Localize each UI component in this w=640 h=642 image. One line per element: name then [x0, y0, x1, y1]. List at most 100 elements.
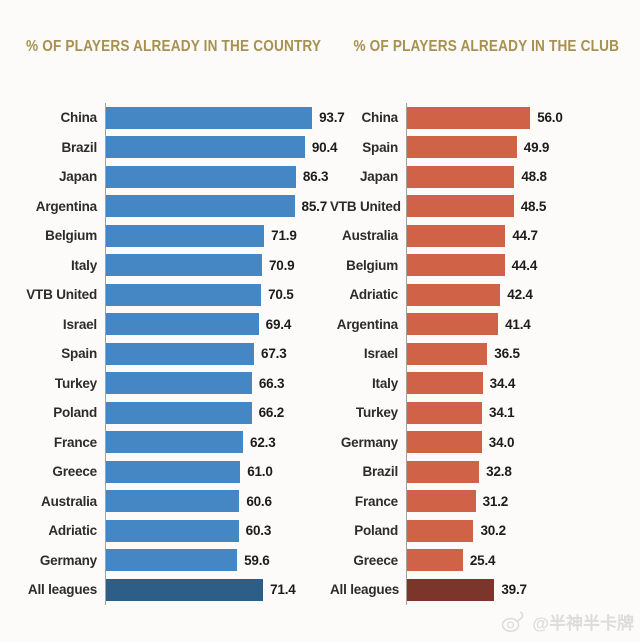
bar-track: 66.2 — [105, 398, 340, 428]
row-label: Spain — [61, 346, 97, 362]
bar-track: 69.4 — [105, 309, 340, 339]
bar-track: 36.5 — [406, 339, 640, 369]
bar-track: 44.4 — [406, 250, 640, 280]
value-label: 59.6 — [244, 552, 270, 568]
country-chart-title-text: % OF PLAYERS ALREADY IN THE COUNTRY — [26, 38, 322, 55]
row-label: All leagues — [27, 582, 97, 598]
bar-track: 39.7 — [406, 575, 640, 605]
bar — [407, 519, 474, 542]
value-label: 69.4 — [265, 316, 292, 332]
bar — [407, 431, 482, 454]
row-label: Germany — [39, 552, 97, 568]
value-label: 60.6 — [246, 493, 272, 509]
bar-row: Spain 49.9 — [330, 132, 640, 162]
bar-row: Japan 86.3 — [0, 162, 340, 192]
value-label: 34.4 — [489, 375, 516, 391]
bar-row: France 62.3 — [0, 427, 340, 457]
row-label: Australia — [342, 228, 398, 244]
value-label: 42.4 — [507, 287, 533, 303]
bar — [106, 254, 262, 277]
value-label: 71.4 — [270, 582, 296, 598]
row-label: VTB United — [26, 287, 97, 303]
watermark: @半神半卡牌 — [500, 609, 634, 634]
bar-row: China 93.7 — [0, 103, 345, 133]
bar-row: Greece 25.4 — [330, 545, 640, 575]
bar-row: Germany 34.0 — [330, 427, 640, 457]
bar-track: 56.0 — [406, 103, 640, 133]
value-label: 93.7 — [319, 110, 345, 126]
value-label: 41.4 — [505, 316, 531, 332]
bar — [407, 106, 531, 129]
bar-row: Israel 69.4 — [0, 309, 340, 339]
value-label: 48.5 — [520, 198, 547, 214]
bar-row: Adriatic 60.3 — [0, 516, 340, 546]
bar-track: 60.3 — [105, 516, 340, 546]
bar-track: 25.4 — [406, 545, 640, 575]
bar-row: China 56.0 — [330, 103, 640, 133]
row-label: Poland — [53, 405, 97, 421]
bar-track: 41.4 — [406, 309, 640, 339]
value-label: 36.5 — [494, 346, 520, 362]
bar — [106, 195, 295, 218]
bar — [407, 165, 515, 188]
bar-track: 86.3 — [105, 162, 340, 192]
value-label: 34.0 — [488, 434, 515, 450]
club-chart-rows: China 56.0 Spain 49.9 Japan 48.8 VTB Uni… — [330, 103, 640, 605]
row-label: VTB United — [330, 198, 401, 214]
bar-track: 90.4 — [105, 132, 340, 162]
row-label: Israel — [62, 316, 97, 332]
value-label: 61.0 — [247, 464, 273, 480]
bar — [106, 549, 238, 572]
row-label: Belgium — [45, 228, 97, 244]
value-label: 90.4 — [311, 139, 338, 155]
row-label: Israel — [363, 346, 398, 362]
bar — [407, 313, 499, 336]
club-chart: % OF PLAYERS ALREADY IN THE CLUB China 5… — [330, 0, 640, 642]
club-chart-title-text: % OF PLAYERS ALREADY IN THE CLUB — [353, 38, 620, 55]
row-label: Belgium — [346, 257, 398, 273]
bar-track: 70.5 — [105, 280, 340, 310]
bar-row: Argentina 41.4 — [330, 309, 640, 339]
value-label: 70.9 — [268, 257, 295, 273]
bar-track: 61.0 — [105, 457, 340, 487]
bar — [106, 490, 240, 513]
row-label: France — [53, 434, 97, 450]
row-label: China — [60, 110, 97, 126]
bar-row: Brazil 90.4 — [0, 132, 340, 162]
bar — [407, 195, 514, 218]
bar — [407, 254, 505, 277]
row-label: Spain — [362, 139, 398, 155]
bar — [106, 431, 244, 454]
bar — [106, 283, 262, 306]
bar-track: 71.9 — [105, 221, 340, 251]
value-label: 86.3 — [302, 169, 329, 185]
bar-row: Australia 44.7 — [330, 221, 640, 251]
row-label: Australia — [41, 493, 97, 509]
value-label: 34.1 — [489, 405, 515, 421]
bar — [407, 342, 488, 365]
row-label: Japan — [58, 169, 97, 185]
row-label: China — [361, 110, 398, 126]
row-label: Italy — [371, 375, 398, 391]
bar-track: 44.7 — [406, 221, 640, 251]
row-label: Poland — [354, 523, 398, 539]
row-label: Greece — [52, 464, 97, 480]
bar-row: VTB United 48.5 — [330, 191, 640, 221]
value-label: 67.3 — [261, 346, 287, 362]
bar-track: 32.8 — [406, 457, 640, 487]
bar-track: 31.2 — [406, 486, 640, 516]
row-label: Japan — [359, 169, 398, 185]
row-label: Adriatic — [48, 523, 97, 539]
value-label: 66.3 — [258, 375, 285, 391]
bar-row: Japan 48.8 — [330, 162, 640, 192]
row-label: Brazil — [362, 464, 398, 480]
bar — [106, 224, 265, 247]
bar — [106, 165, 296, 188]
bar-row: Belgium 71.9 — [0, 221, 340, 251]
bar-row: Germany 59.6 — [0, 545, 340, 575]
value-label: 30.2 — [480, 523, 506, 539]
bar — [106, 401, 252, 424]
weibo-eye-icon — [500, 610, 527, 633]
row-label: All leagues — [330, 582, 400, 598]
